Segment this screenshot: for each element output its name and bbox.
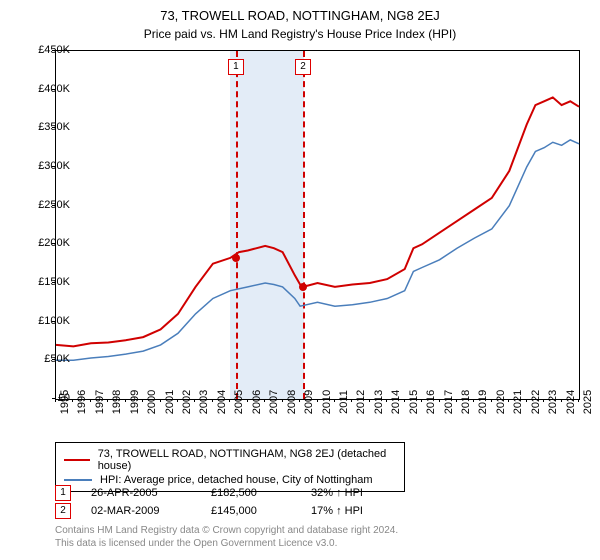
transaction-date-2: 02-MAR-2009 [91, 505, 211, 517]
transaction-marker-1: 1 [55, 485, 71, 501]
y-tick-label: £250K [25, 199, 70, 211]
y-tick-label: £400K [25, 83, 70, 95]
title-main: 73, TROWELL ROAD, NOTTINGHAM, NG8 2EJ [0, 0, 600, 23]
x-tick-label: 1997 [94, 390, 106, 414]
y-tick-label: £300K [25, 160, 70, 172]
y-tick-label: £200K [25, 237, 70, 249]
x-tick-label: 1998 [111, 390, 123, 414]
series-price-paid [56, 97, 579, 346]
x-tick-label: 2013 [373, 390, 385, 414]
y-tick-label: £450K [25, 44, 70, 56]
x-tick-label: 2009 [303, 390, 315, 414]
x-tick-label: 2019 [477, 390, 489, 414]
legend-row-1: 73, TROWELL ROAD, NOTTINGHAM, NG8 2EJ (d… [64, 447, 396, 473]
x-tick-label: 2005 [233, 390, 245, 414]
x-tick-label: 2012 [355, 390, 367, 414]
marker-label-1: 1 [228, 59, 244, 75]
x-tick-label: 2018 [460, 390, 472, 414]
x-tick-label: 1995 [59, 390, 71, 414]
chart-container: 73, TROWELL ROAD, NOTTINGHAM, NG8 2EJ Pr… [0, 0, 600, 560]
x-tick-label: 2003 [198, 390, 210, 414]
title-sub: Price paid vs. HM Land Registry's House … [0, 23, 600, 41]
y-tick-label: £350K [25, 121, 70, 133]
x-tick-label: 2002 [181, 390, 193, 414]
x-tick-label: 2004 [216, 390, 228, 414]
legend-swatch-2 [64, 479, 92, 481]
x-tick-label: 2008 [286, 390, 298, 414]
footer-line-1: Contains HM Land Registry data © Crown c… [55, 524, 398, 537]
x-tick-label: 2022 [530, 390, 542, 414]
x-tick-label: 2006 [251, 390, 263, 414]
x-tick-label: 1996 [76, 390, 88, 414]
x-tick-label: 2024 [565, 390, 577, 414]
x-tick-label: 2016 [425, 390, 437, 414]
transaction-row-2: 2 02-MAR-2009 £145,000 17% ↑ HPI [55, 502, 411, 520]
line-layer [56, 51, 579, 399]
legend-swatch-1 [64, 459, 90, 461]
point-1 [232, 254, 240, 262]
x-tick-label: 2020 [495, 390, 507, 414]
plot-area: 1 2 [55, 50, 580, 400]
legend-label-1: 73, TROWELL ROAD, NOTTINGHAM, NG8 2EJ (d… [98, 448, 396, 472]
transactions-table: 1 26-APR-2005 £182,500 32% ↑ HPI 2 02-MA… [55, 484, 411, 520]
transaction-pct-1: 32% ↑ HPI [311, 487, 411, 499]
transaction-row-1: 1 26-APR-2005 £182,500 32% ↑ HPI [55, 484, 411, 502]
x-tick-label: 1999 [129, 390, 141, 414]
transaction-price-2: £145,000 [211, 505, 311, 517]
footer-line-2: This data is licensed under the Open Gov… [55, 537, 398, 550]
x-tick-label: 2011 [338, 390, 350, 414]
footer: Contains HM Land Registry data © Crown c… [55, 524, 398, 550]
series-hpi [56, 140, 579, 360]
y-tick-label: £50K [25, 353, 70, 365]
x-tick-label: 2007 [268, 390, 280, 414]
x-tick-label: 2010 [321, 390, 333, 414]
point-2 [299, 283, 307, 291]
x-tick-label: 2021 [512, 390, 524, 414]
transaction-date-1: 26-APR-2005 [91, 487, 211, 499]
transaction-marker-2: 2 [55, 503, 71, 519]
y-tick-label: £150K [25, 276, 70, 288]
x-tick-label: 2023 [547, 390, 559, 414]
x-tick-label: 2000 [146, 390, 158, 414]
transaction-price-1: £182,500 [211, 487, 311, 499]
y-tick-label: £100K [25, 315, 70, 327]
x-tick-label: 2017 [443, 390, 455, 414]
x-tick-label: 2015 [408, 390, 420, 414]
x-tick-label: 2025 [582, 390, 594, 414]
transaction-pct-2: 17% ↑ HPI [311, 505, 411, 517]
x-tick-label: 2014 [390, 390, 402, 414]
marker-label-2: 2 [295, 59, 311, 75]
x-tick-label: 2001 [164, 390, 176, 414]
